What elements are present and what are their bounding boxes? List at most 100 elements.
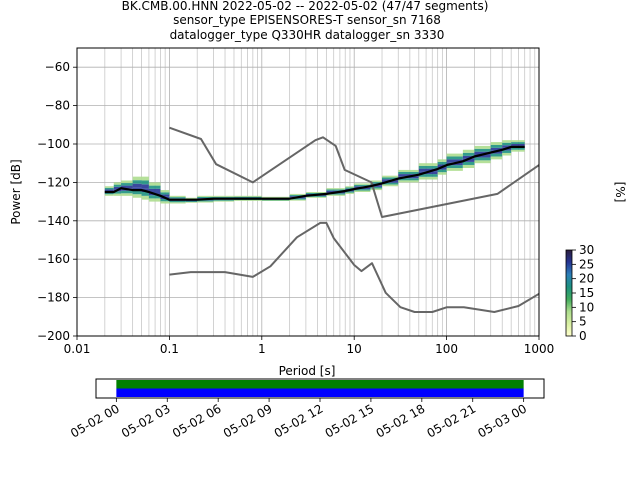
density-cell [197, 195, 214, 197]
density-cell [437, 161, 447, 165]
density-cell [382, 177, 399, 180]
density-cell [104, 187, 114, 190]
density-cell [398, 178, 419, 181]
density-cell [261, 196, 290, 198]
timeline-tick-label: 05-02 15 [323, 401, 377, 440]
timeline-tick-label: 05-02 12 [272, 401, 326, 440]
density-cell [141, 192, 149, 196]
density-cell [398, 169, 419, 172]
density-cell [233, 199, 262, 201]
density-cell [370, 188, 383, 191]
density-cell [160, 201, 170, 204]
x-tick-label: 1000 [524, 342, 555, 356]
density-cell [141, 184, 149, 189]
density-cell [233, 196, 262, 198]
colorbar-label: [%] [613, 182, 627, 203]
density-cell [354, 189, 371, 191]
density-cell [354, 183, 371, 185]
density-cell [370, 180, 383, 183]
density-cell [113, 191, 122, 194]
density-cell [345, 187, 355, 189]
density-cell [398, 172, 419, 175]
density-cell [326, 193, 346, 195]
density-cell [446, 165, 463, 168]
density-cell [326, 188, 346, 190]
density-cell [121, 185, 133, 189]
density-cell [132, 183, 142, 188]
density-cell [511, 144, 525, 146]
density-cell [197, 196, 214, 199]
density-cell [197, 200, 214, 202]
coverage-bar [116, 388, 524, 397]
ppsd-plot: 0.01 0.1 1 10 100 1000 −60 −80 −100 −120 −140 −160… [9, 47, 555, 378]
density-cell [213, 196, 234, 198]
density-cell [160, 194, 170, 197]
density-cell [345, 186, 355, 188]
timeline-tick-label: 05-02 09 [221, 401, 275, 440]
density-cell [511, 147, 525, 150]
density-cell [382, 182, 399, 185]
y-tick-label: −120 [37, 175, 70, 189]
timeline-tick-label: 05-02 18 [374, 401, 428, 440]
timeline-tick-label: 05-02 06 [170, 401, 224, 440]
density-cell [169, 195, 186, 198]
density-cell [104, 192, 114, 195]
density-cell [446, 159, 463, 163]
density-cell [462, 164, 475, 168]
density-cell [490, 142, 503, 145]
density-cell [474, 148, 491, 152]
density-cell [418, 163, 438, 166]
timeline-tick-label: 05-03 00 [475, 401, 529, 440]
density-cell [418, 174, 438, 177]
density-cell [511, 140, 525, 143]
density-cell [104, 189, 114, 192]
density-cell [160, 190, 170, 193]
density-cell [474, 157, 491, 161]
density-cell [354, 190, 371, 192]
colorbar-tick-label: 15 [579, 286, 594, 300]
density-cell [446, 153, 463, 157]
density-cell [326, 194, 346, 196]
density-cell [148, 188, 161, 192]
density-cell [132, 176, 142, 181]
density-cell [160, 192, 170, 195]
noise-model-lines [104, 126, 540, 313]
x-tick-label: 1 [258, 342, 266, 356]
density-cell [437, 164, 447, 168]
header-line-2: sensor_type EPISENSORES-T sensor_sn 7168 [173, 13, 441, 27]
density-cell [148, 185, 161, 189]
density-cell [474, 160, 491, 164]
density-cell [185, 197, 198, 199]
density-cell [289, 198, 306, 200]
density-cell [305, 192, 327, 193]
density-cell [326, 189, 346, 191]
density-cell [141, 180, 149, 185]
density-cell [490, 153, 503, 157]
y-tick-label: −200 [37, 329, 70, 343]
density-cell [113, 186, 122, 190]
density-cell [345, 192, 355, 194]
density-cell [398, 174, 419, 177]
density-cell [462, 155, 475, 159]
density-cell [437, 169, 447, 173]
density-cell [261, 199, 290, 201]
density-cell [160, 199, 170, 202]
header-line-1: BK.CMB.00.HNN 2022-05-02 -- 2022-05-02 (… [122, 0, 489, 13]
y-axis: −60 −80 −100 −120 −140 −160 −180 −200 [37, 60, 77, 343]
timeline-tick-label: 05-02 03 [119, 401, 173, 440]
density-cell [169, 202, 186, 204]
density-cell [169, 197, 186, 199]
density-cell [132, 194, 142, 198]
colorbar-tick-label: 0 [579, 329, 587, 343]
density-cell [437, 167, 447, 170]
coverage-bar [116, 380, 524, 389]
density-cell [462, 161, 475, 165]
density-cell [462, 149, 475, 153]
density-cell [398, 180, 419, 183]
series-line-low-noise-model [169, 221, 540, 313]
density-cell [121, 193, 133, 196]
density-cell [121, 183, 133, 186]
